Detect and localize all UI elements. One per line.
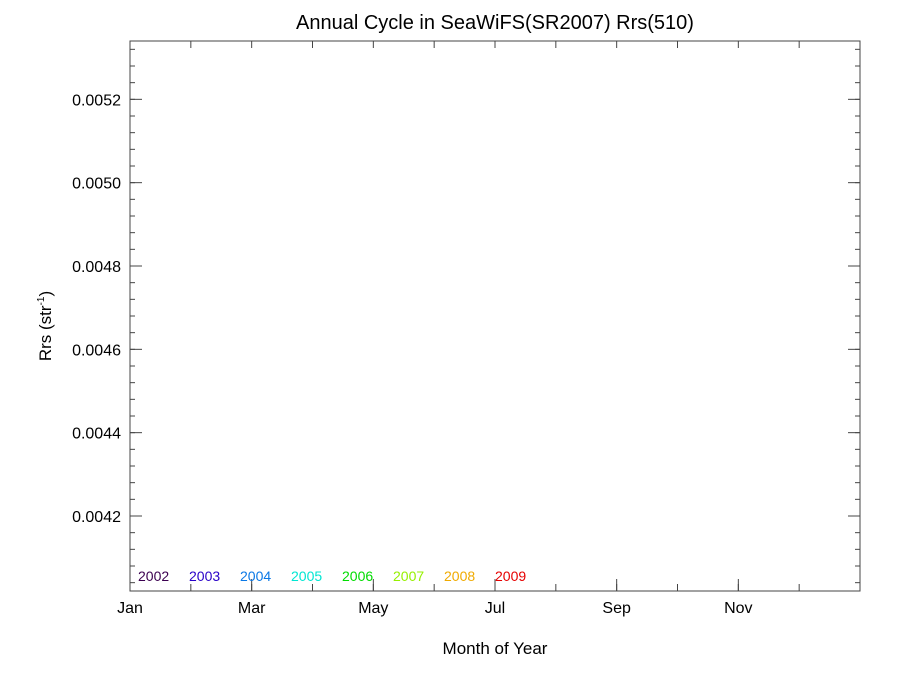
y-axis: 0.0042 0.0044 0.0046 0.0048 0.0050 0.0052 bbox=[72, 48, 860, 584]
x-tick-label: Jan bbox=[117, 600, 143, 617]
legend-entry-2003: 2003 bbox=[189, 568, 220, 584]
y-tick-label: 0.0048 bbox=[72, 259, 121, 276]
chart-title: Annual Cycle in SeaWiFS(SR2007) Rrs(510) bbox=[296, 12, 694, 34]
legend-entry-2007: 2007 bbox=[393, 568, 424, 584]
y-tick-label: 0.0050 bbox=[72, 176, 121, 193]
y-tick-label: 0.0052 bbox=[72, 92, 121, 109]
y-axis-label-main: Rrs (str bbox=[36, 305, 55, 361]
legend-entry-2009: 2009 bbox=[495, 568, 526, 584]
legend-entry-2006: 2006 bbox=[342, 568, 373, 584]
x-axis: Jan Mar May Jul Sep Nov bbox=[117, 41, 861, 617]
y-tick-label: 0.0042 bbox=[72, 509, 121, 526]
legend-entry-2002: 2002 bbox=[138, 568, 169, 584]
x-tick-label: May bbox=[358, 600, 388, 617]
y-axis-label: Rrs (str-1) bbox=[36, 291, 55, 361]
y-axis-label-sup: -1 bbox=[36, 296, 47, 305]
x-tick-label: Nov bbox=[724, 600, 752, 617]
legend: 2002 2003 2004 2005 2006 2007 2008 2009 bbox=[138, 568, 526, 584]
legend-entry-2008: 2008 bbox=[444, 568, 475, 584]
y-tick-label: 0.0044 bbox=[72, 426, 121, 443]
legend-entry-2004: 2004 bbox=[240, 568, 271, 584]
legend-entry-2005: 2005 bbox=[291, 568, 322, 584]
x-tick-label: Sep bbox=[602, 600, 631, 617]
y-axis-label-close: ) bbox=[36, 291, 55, 297]
x-tick-label: Jul bbox=[485, 600, 505, 617]
x-axis-label: Month of Year bbox=[443, 639, 548, 658]
x-tick-label: Mar bbox=[238, 600, 266, 617]
y-tick-label: 0.0046 bbox=[72, 342, 121, 359]
plot-frame bbox=[129, 40, 861, 592]
